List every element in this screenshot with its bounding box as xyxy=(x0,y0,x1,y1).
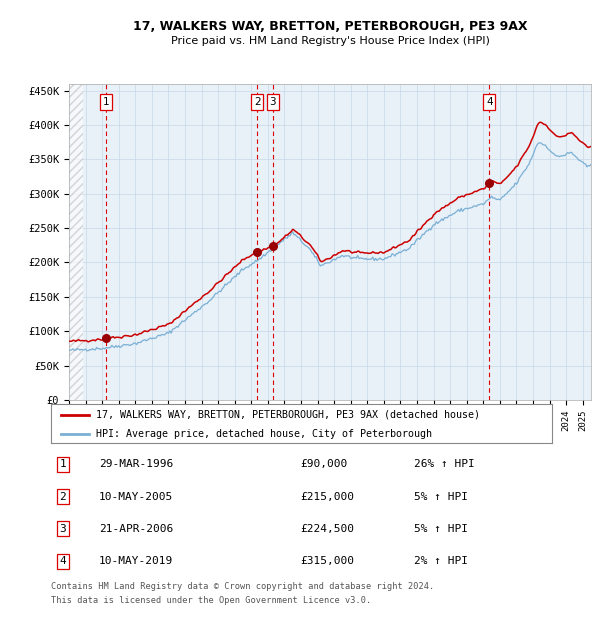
Text: 17, WALKERS WAY, BRETTON, PETERBOROUGH, PE3 9AX: 17, WALKERS WAY, BRETTON, PETERBOROUGH, … xyxy=(133,20,527,32)
Text: £90,000: £90,000 xyxy=(300,459,347,469)
Text: 21-APR-2006: 21-APR-2006 xyxy=(99,524,173,534)
Text: 1: 1 xyxy=(103,97,109,107)
Text: 26% ↑ HPI: 26% ↑ HPI xyxy=(414,459,475,469)
Text: 10-MAY-2005: 10-MAY-2005 xyxy=(99,492,173,502)
Text: 2: 2 xyxy=(59,492,67,502)
Text: 3: 3 xyxy=(269,97,276,107)
Bar xyxy=(69,84,83,400)
Text: £224,500: £224,500 xyxy=(300,524,354,534)
Text: 5% ↑ HPI: 5% ↑ HPI xyxy=(414,492,468,502)
Text: £315,000: £315,000 xyxy=(300,556,354,566)
Text: 3: 3 xyxy=(59,524,67,534)
Text: 29-MAR-1996: 29-MAR-1996 xyxy=(99,459,173,469)
Text: 4: 4 xyxy=(59,556,67,566)
Text: Contains HM Land Registry data © Crown copyright and database right 2024.: Contains HM Land Registry data © Crown c… xyxy=(51,582,434,591)
Text: 10-MAY-2019: 10-MAY-2019 xyxy=(99,556,173,566)
Text: 1: 1 xyxy=(59,459,67,469)
Text: 5% ↑ HPI: 5% ↑ HPI xyxy=(414,524,468,534)
Text: 2% ↑ HPI: 2% ↑ HPI xyxy=(414,556,468,566)
Text: Price paid vs. HM Land Registry's House Price Index (HPI): Price paid vs. HM Land Registry's House … xyxy=(170,36,490,46)
Text: £215,000: £215,000 xyxy=(300,492,354,502)
Text: 2: 2 xyxy=(254,97,260,107)
Text: 17, WALKERS WAY, BRETTON, PETERBOROUGH, PE3 9AX (detached house): 17, WALKERS WAY, BRETTON, PETERBOROUGH, … xyxy=(96,410,480,420)
Text: HPI: Average price, detached house, City of Peterborough: HPI: Average price, detached house, City… xyxy=(96,428,432,438)
Text: 4: 4 xyxy=(486,97,493,107)
Text: This data is licensed under the Open Government Licence v3.0.: This data is licensed under the Open Gov… xyxy=(51,596,371,605)
